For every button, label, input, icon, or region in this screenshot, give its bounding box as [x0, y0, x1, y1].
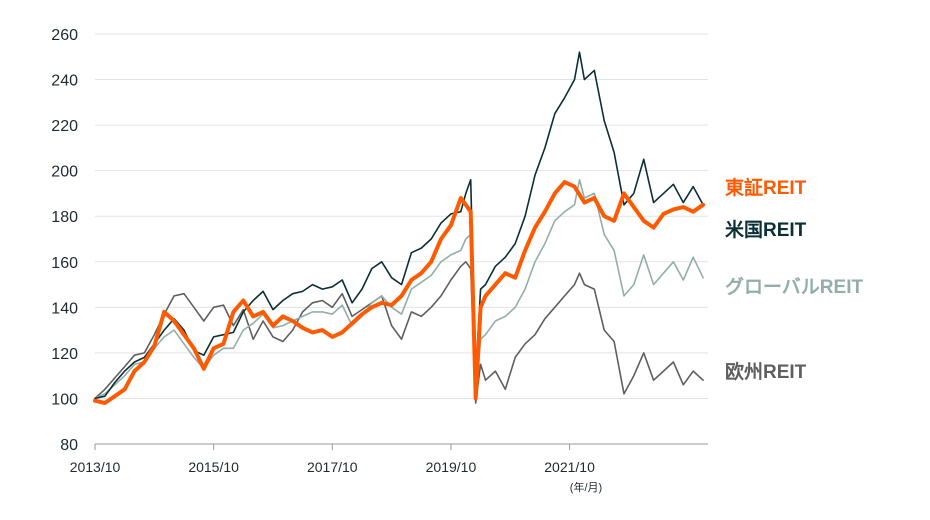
x-tick-label: 2013/10 [70, 459, 121, 475]
y-tick-label: 220 [51, 118, 78, 135]
x-tick-label: 2019/10 [426, 459, 477, 475]
series-line-us-reit [94, 51, 704, 400]
y-tick-label: 80 [60, 437, 78, 454]
x-axis-ticks: 2013/10 2015/10 2017/10 2019/10 2021/10 [70, 444, 595, 475]
series-line-tse-reit [93, 180, 706, 405]
chart-legend: 東証REIT 米国REIT グローバルREIT 欧州REIT [725, 176, 863, 383]
chart-gridlines [95, 33, 708, 445]
series-line-global-reit [94, 179, 704, 400]
x-tick-label: 2021/10 [544, 459, 595, 475]
x-tick-label: 2017/10 [307, 459, 358, 475]
x-unit-label: (年/月) [570, 480, 602, 494]
x-tick-label: 2015/10 [188, 459, 239, 475]
y-axis-ticks: 80 100 120 140 160 180 200 220 240 260 [51, 27, 78, 454]
y-tick-label: 200 [51, 164, 78, 181]
y-tick-label: 100 [51, 391, 78, 408]
legend-label-us-reit: 米国REIT [725, 218, 807, 241]
legend-label-global-reit: グローバルREIT [725, 275, 863, 298]
y-tick-label: 260 [51, 27, 78, 44]
series-line-europe-reit [94, 261, 704, 404]
y-tick-label: 120 [51, 346, 78, 363]
legend-label-tse-reit: 東証REIT [725, 176, 807, 199]
y-tick-label: 240 [51, 73, 78, 90]
y-tick-label: 180 [51, 209, 78, 226]
chart-series [93, 51, 706, 405]
legend-label-europe-reit: 欧州REIT [725, 360, 807, 383]
y-tick-label: 140 [51, 300, 78, 317]
y-tick-label: 160 [51, 255, 78, 272]
